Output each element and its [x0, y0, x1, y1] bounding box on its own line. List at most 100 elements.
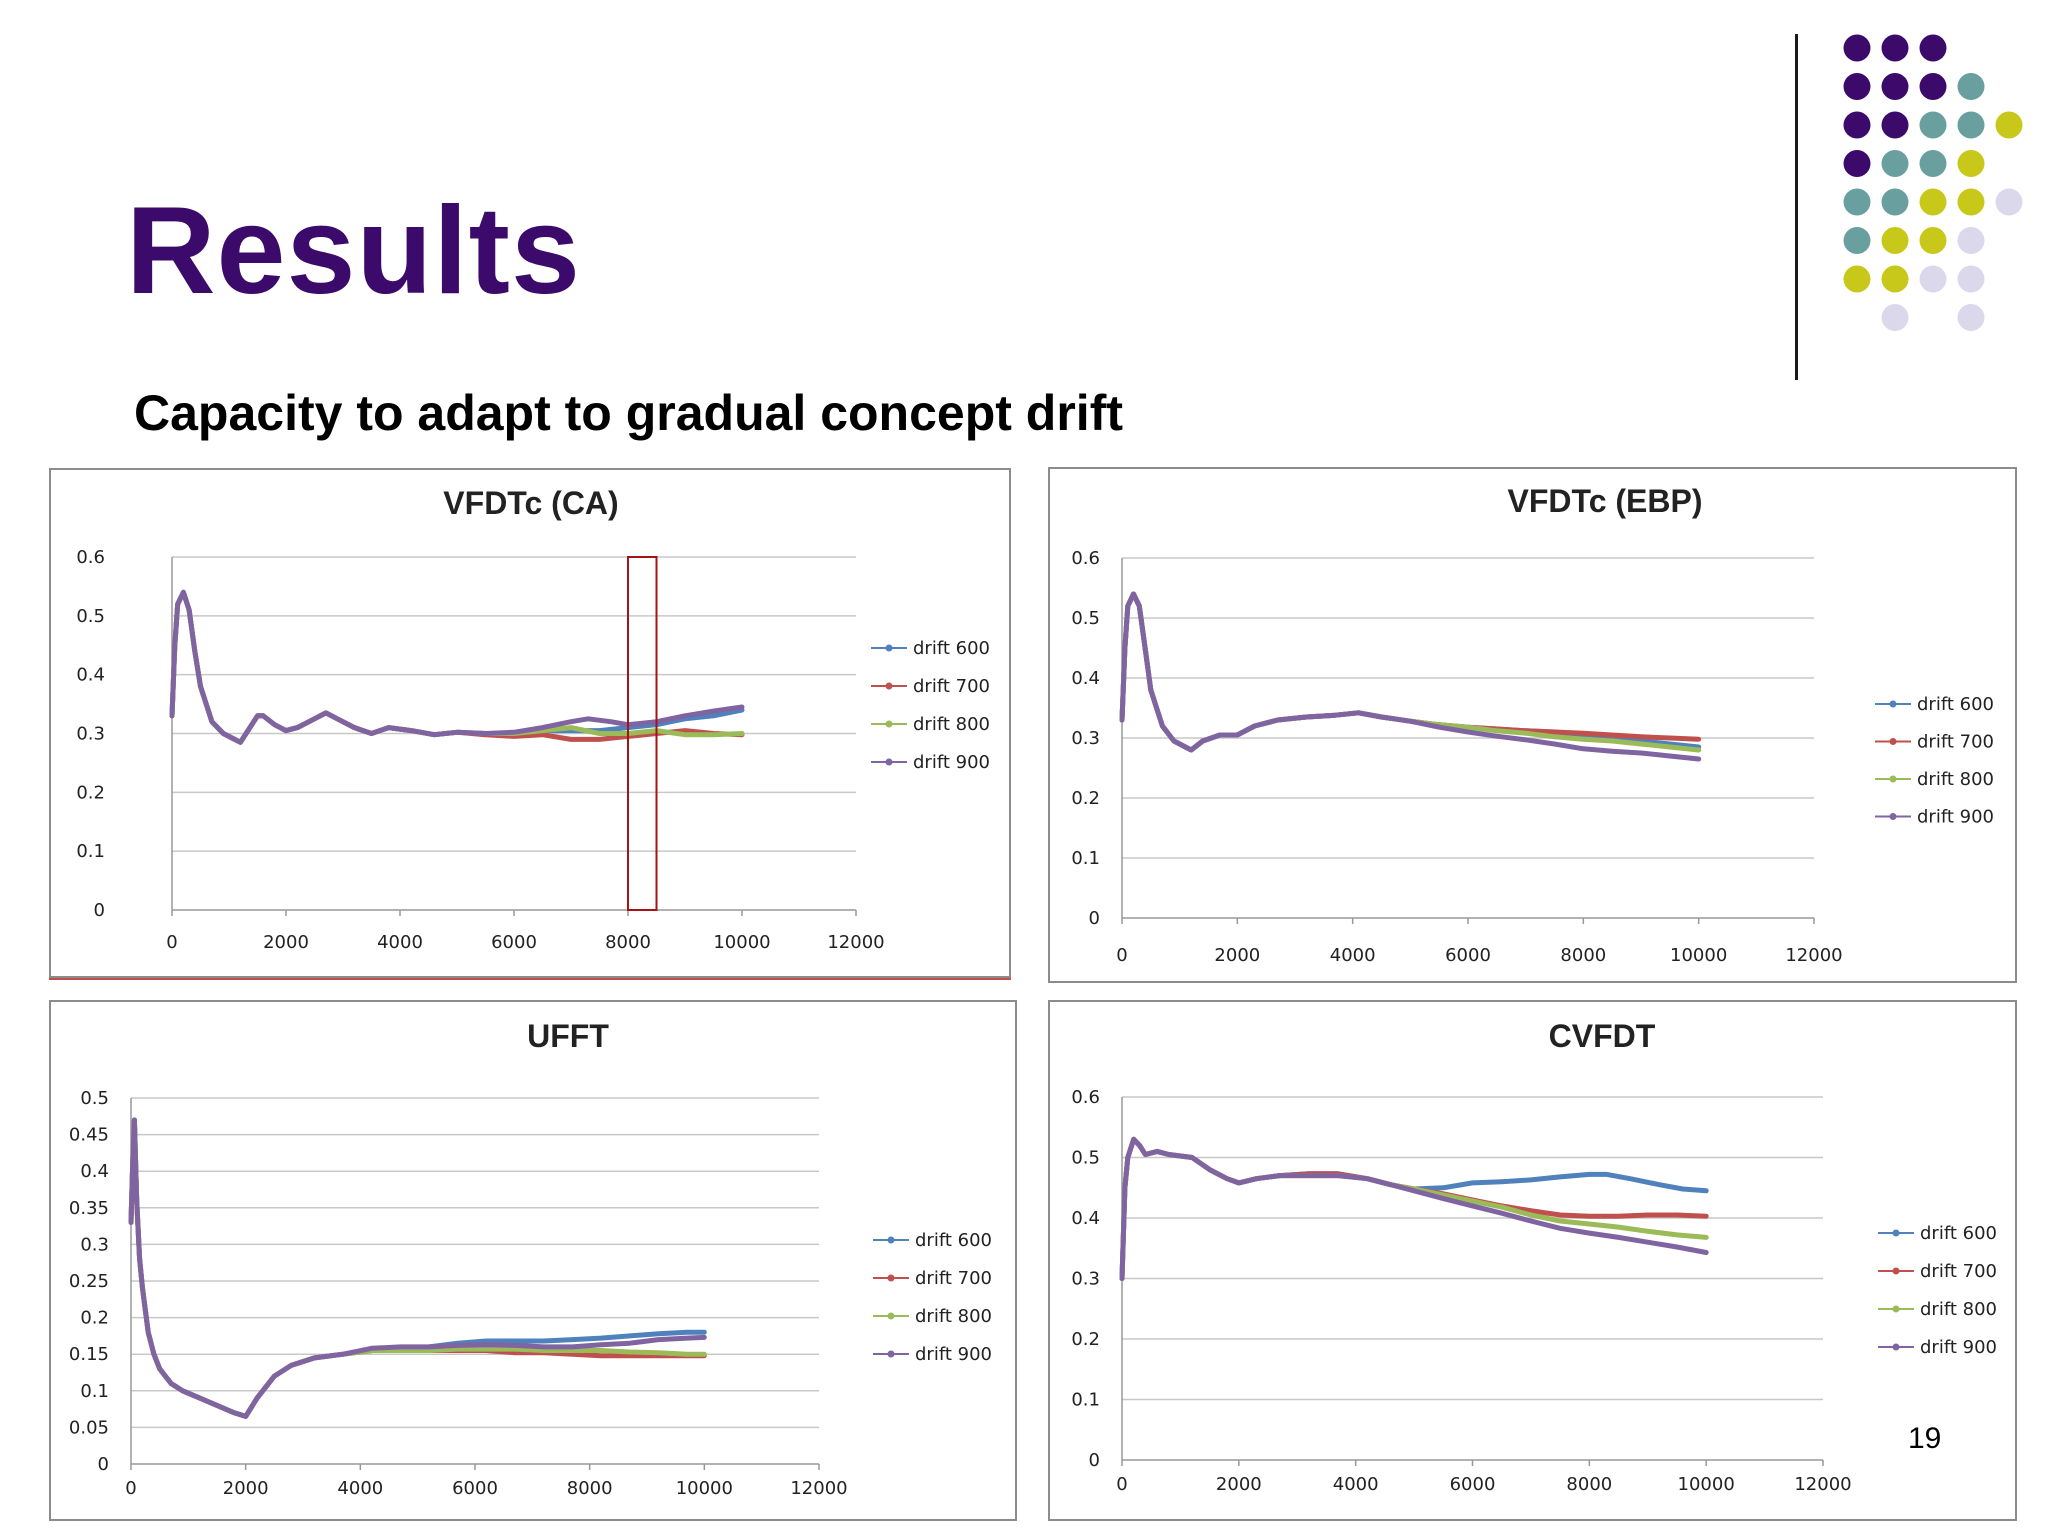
legend-label: drift 800: [1917, 769, 1994, 790]
decorative-dot: [1843, 111, 1871, 139]
legend-label: drift 600: [913, 638, 990, 659]
chart-panel-ufft: UFFT 0 0.05 0.1 0.15 0.2 0.25 0.3 0.35 0.4 0.45 0.5…: [49, 1000, 1017, 1521]
y-tick-label: 0: [94, 900, 105, 921]
x-tick-label: 0: [125, 1478, 136, 1499]
x-tick-label: 8000: [567, 1478, 613, 1499]
legend-label: drift 600: [1920, 1223, 1997, 1244]
decorative-dot: [1919, 227, 1947, 254]
series-line-drift-700: [1119, 1136, 1709, 1281]
x-tick-label: 8000: [605, 932, 651, 953]
decorative-dot: [1919, 150, 1947, 177]
legend-label: drift 600: [915, 1230, 992, 1251]
legend-label: drift 700: [913, 676, 990, 697]
x-tick-label: 12000: [1794, 1474, 1851, 1495]
y-tick-label: 0.5: [1071, 608, 1100, 629]
y-tick-label: 0.3: [80, 1234, 109, 1255]
y-tick-label: 0.3: [76, 724, 105, 745]
panel-underline: [49, 978, 1011, 980]
decorative-dot: [1843, 188, 1871, 216]
y-tick-label: 0.4: [76, 665, 105, 686]
x-tick-label: 10000: [1670, 945, 1727, 966]
x-tick-label: 6000: [491, 932, 537, 953]
chart-panel-vfdtc-ebp: VFDTc (EBP) 0 0.1 0.2 0.3 0.4 0.5 0.6 0 2000 4000 6…: [1048, 467, 2017, 983]
decorative-dot: [1957, 304, 1985, 331]
decorative-dot: [1957, 73, 1985, 100]
x-tick-label: 12000: [790, 1478, 847, 1499]
y-tick-label: 0.1: [1071, 1390, 1100, 1411]
chart-title: UFFT: [527, 1018, 609, 1054]
legend-marker: [1889, 738, 1897, 745]
y-tick-label: 0.5: [1071, 1148, 1100, 1169]
series-line-drift-900: [128, 1117, 707, 1419]
y-tick-label: 0.3: [1071, 728, 1100, 749]
x-tick-label: 4000: [337, 1478, 383, 1499]
legend-marker: [1889, 813, 1897, 820]
legend-marker: [1892, 1343, 1900, 1351]
x-tick-label: 8000: [1560, 945, 1606, 966]
highlight-box: [627, 556, 658, 911]
x-tick-label: 0: [166, 932, 177, 953]
x-tick-label: 6000: [452, 1478, 498, 1499]
decorative-dot: [1843, 150, 1871, 177]
series-line-drift-700: [128, 1117, 707, 1419]
legend-marker: [887, 1236, 895, 1244]
y-tick-label: 0.6: [1071, 548, 1100, 569]
slide-title: Results: [126, 182, 581, 320]
x-tick-label: 12000: [1785, 945, 1842, 966]
series-line-drift-900: [1119, 1136, 1709, 1281]
x-tick-label: 2000: [223, 1478, 269, 1499]
legend-label: drift 800: [915, 1306, 992, 1327]
legend-marker: [1889, 775, 1897, 783]
chart-cvfdt: CVFDT 0 0.1 0.2 0.3 0.4 0.5 0.6 0 2000 4000 6000 800…: [1071, 1018, 1997, 1495]
decorative-dot: [1919, 188, 1947, 216]
decorative-dot: [1957, 265, 1985, 293]
legend-label: drift 900: [913, 752, 990, 773]
decorative-dot: [1881, 34, 1909, 62]
legend-marker: [887, 1350, 895, 1358]
decorative-dot: [1881, 227, 1909, 254]
x-tick-label: 0: [1116, 945, 1127, 966]
decorative-dot: [1919, 73, 1947, 100]
slide-subtitle: Capacity to adapt to gradual concept dri…: [134, 385, 1123, 441]
y-tick-label: 0.15: [69, 1344, 109, 1365]
y-tick-label: 0: [1089, 1450, 1100, 1471]
decorative-dot: [1881, 111, 1909, 139]
legend-marker: [1892, 1305, 1900, 1313]
legend-label: drift 900: [915, 1344, 992, 1365]
x-tick-label: 4000: [1330, 945, 1376, 966]
legend-marker: [1892, 1267, 1900, 1275]
chart-vfdtc-ca: VFDTc (CA) 0 0.1 0.2 0.3 0.4 0.5 0.6 0 2000 4000 60…: [76, 485, 990, 953]
legend-label: drift 800: [1920, 1299, 1997, 1320]
y-tick-label: 0.3: [1071, 1269, 1100, 1290]
series-line-drift-600: [1119, 1136, 1709, 1281]
decorative-dot: [1843, 265, 1871, 293]
decorative-dot: [1919, 34, 1947, 62]
legend-marker: [885, 682, 893, 690]
legend-marker: [885, 644, 893, 652]
y-tick-label: 0.2: [76, 782, 105, 803]
chart-vfdtc-ebp: VFDTc (EBP) 0 0.1 0.2 0.3 0.4 0.5 0.6 0 2000 4000 6…: [1071, 483, 1994, 966]
y-tick-label: 0.45: [69, 1125, 109, 1146]
decorative-dot: [1881, 304, 1909, 331]
decorative-dot: [1957, 150, 1985, 177]
legend-label: drift 900: [1917, 807, 1994, 828]
legend-marker: [885, 758, 893, 766]
x-tick-label: 2000: [1214, 945, 1260, 966]
y-tick-label: 0.1: [1071, 848, 1100, 869]
decorative-dot: [1843, 73, 1871, 100]
legend-marker: [1889, 700, 1897, 708]
series-line-drift-900: [1119, 591, 1702, 762]
x-tick-label: 2000: [263, 932, 309, 953]
chart-ufft: UFFT 0 0.05 0.1 0.15 0.2 0.25 0.3 0.35 0.4 0.45 0.5…: [69, 1018, 992, 1499]
y-tick-label: 0.35: [69, 1198, 109, 1219]
chart-title: VFDTc (CA): [443, 485, 618, 521]
series-line-drift-900: [169, 589, 745, 745]
x-tick-label: 8000: [1566, 1474, 1612, 1495]
legend-label: drift 700: [915, 1268, 992, 1289]
y-tick-label: 0: [1089, 908, 1100, 929]
x-tick-label: 4000: [377, 932, 423, 953]
page-number: 19: [1908, 1422, 1942, 1455]
legend-marker: [1892, 1229, 1900, 1237]
legend-label: drift 800: [913, 714, 990, 735]
x-tick-label: 2000: [1216, 1474, 1262, 1495]
